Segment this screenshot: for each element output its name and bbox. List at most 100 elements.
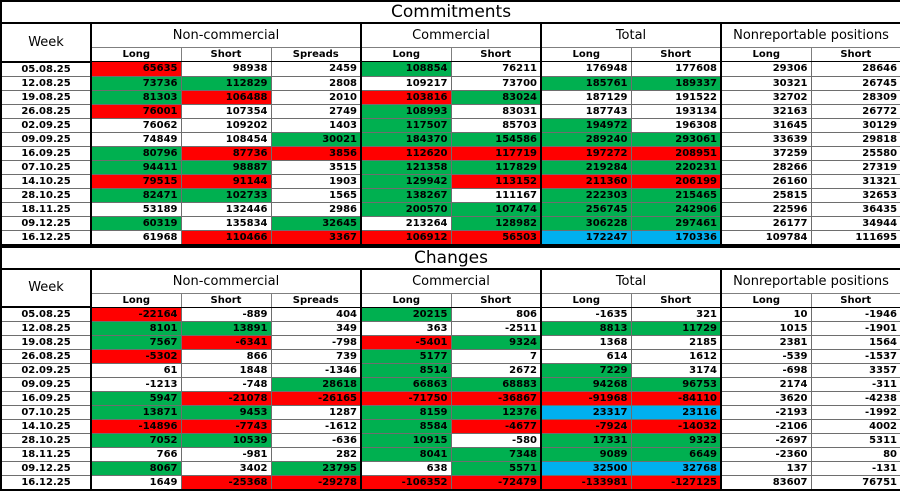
group-commercial: Commercial <box>361 23 541 48</box>
value-cell: 106488 <box>181 90 271 104</box>
col-c-short: Short <box>451 48 541 62</box>
value-cell: 103816 <box>361 90 451 104</box>
value-cell: 30321 <box>721 76 811 90</box>
col-c-long: Long <box>361 48 451 62</box>
value-cell: 194972 <box>541 118 631 132</box>
week-cell: 07.10.25 <box>1 160 91 174</box>
col-nr-short: Short <box>811 48 900 62</box>
value-cell: -1635 <box>541 307 631 322</box>
value-cell: -14032 <box>631 420 721 434</box>
value-cell: 9089 <box>541 448 631 462</box>
value-cell: 32163 <box>721 104 811 118</box>
col-nc-long: Long <box>91 293 181 307</box>
value-cell: 23795 <box>271 462 361 476</box>
value-cell: -21078 <box>181 392 271 406</box>
value-cell: 193134 <box>631 104 721 118</box>
value-cell: 117719 <box>451 146 541 160</box>
value-cell: 82471 <box>91 188 181 202</box>
value-cell: 132446 <box>181 202 271 216</box>
value-cell: 137 <box>721 462 811 476</box>
value-cell: -127125 <box>631 476 721 491</box>
value-cell: -698 <box>721 364 811 378</box>
week-cell: 26.08.25 <box>1 104 91 118</box>
value-cell: 73700 <box>451 76 541 90</box>
value-cell: 113152 <box>451 174 541 188</box>
value-cell: 61968 <box>91 230 181 245</box>
week-header: Week <box>1 269 91 308</box>
value-cell: 33639 <box>721 132 811 146</box>
col-nr-long: Long <box>721 48 811 62</box>
value-cell: 1287 <box>271 406 361 420</box>
value-cell: -26165 <box>271 392 361 406</box>
value-cell: 98938 <box>181 62 271 77</box>
value-cell: 117829 <box>451 160 541 174</box>
value-cell: 74849 <box>91 132 181 146</box>
value-cell: -2697 <box>721 434 811 448</box>
value-cell: 53189 <box>91 202 181 216</box>
value-cell: 363 <box>361 322 451 336</box>
header-sub-row: Long Short Spreads Long Short Long Short… <box>1 48 900 62</box>
value-cell: 76001 <box>91 104 181 118</box>
value-cell: 196308 <box>631 118 721 132</box>
value-cell: 26772 <box>811 104 900 118</box>
value-cell: 8041 <box>361 448 451 462</box>
week-cell: 16.12.25 <box>1 476 91 491</box>
value-cell: -106352 <box>361 476 451 491</box>
value-cell: 9453 <box>181 406 271 420</box>
week-cell: 19.08.25 <box>1 90 91 104</box>
week-cell: 05.08.25 <box>1 62 91 77</box>
value-cell: 213264 <box>361 216 451 230</box>
value-cell: 79515 <box>91 174 181 188</box>
value-cell: 83024 <box>451 90 541 104</box>
value-cell: -2511 <box>451 322 541 336</box>
value-cell: 806 <box>451 307 541 322</box>
value-cell: 3367 <box>271 230 361 245</box>
value-cell: 109784 <box>721 230 811 245</box>
value-cell: 26160 <box>721 174 811 188</box>
value-cell: -71750 <box>361 392 451 406</box>
value-cell: 256745 <box>541 202 631 216</box>
value-cell: 28618 <box>271 378 361 392</box>
value-cell: 7229 <box>541 364 631 378</box>
week-cell: 28.10.25 <box>1 188 91 202</box>
value-cell: 61 <box>91 364 181 378</box>
value-cell: 98887 <box>181 160 271 174</box>
value-cell: -4238 <box>811 392 900 406</box>
value-cell: 8101 <box>91 322 181 336</box>
value-cell: 112829 <box>181 76 271 90</box>
value-cell: 10915 <box>361 434 451 448</box>
value-cell: 32500 <box>541 462 631 476</box>
value-cell: -1901 <box>811 322 900 336</box>
value-cell: 3174 <box>631 364 721 378</box>
week-cell: 09.09.25 <box>1 132 91 146</box>
value-cell: 4002 <box>811 420 900 434</box>
section-title: Commitments <box>1 1 900 23</box>
value-cell: 297461 <box>631 216 721 230</box>
week-cell: 19.08.25 <box>1 336 91 350</box>
value-cell: 282 <box>271 448 361 462</box>
value-cell: 2459 <box>271 62 361 77</box>
value-cell: 177608 <box>631 62 721 77</box>
value-cell: -2193 <box>721 406 811 420</box>
value-cell: 197272 <box>541 146 631 160</box>
value-cell: 5311 <box>811 434 900 448</box>
value-cell: 206199 <box>631 174 721 188</box>
value-cell: 28309 <box>811 90 900 104</box>
value-cell: 36435 <box>811 202 900 216</box>
header-group-row: Week Non-commercial Commercial Total Non… <box>1 23 900 48</box>
value-cell: 66863 <box>361 378 451 392</box>
value-cell: -1946 <box>811 307 900 322</box>
value-cell: 2010 <box>271 90 361 104</box>
value-cell: -25368 <box>181 476 271 491</box>
